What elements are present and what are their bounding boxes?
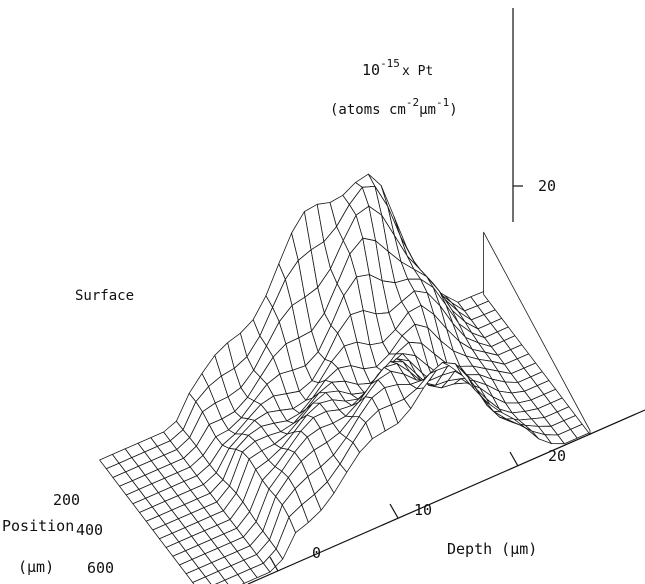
depth-tick-label-20: 20 (548, 447, 566, 465)
surface-end-wall (483, 231, 591, 435)
depth-tick-label-0: 0 (312, 544, 321, 562)
surface-mesh (99, 173, 591, 584)
depth-axis-line (247, 409, 645, 584)
depth-axis-tick-10 (389, 503, 399, 519)
z-tick-label-20: 20 (538, 177, 556, 195)
position-tick-label-600: 600 (87, 559, 114, 577)
z-axis-title-line2: (atoms cm-2μm-1) (330, 96, 458, 118)
position-tick-label-400: 400 (76, 521, 103, 539)
depth-tick-label-10: 10 (414, 501, 432, 519)
depth-axis-tick-0 (269, 556, 279, 572)
z-axis-title-line1: 10-15x Pt (362, 57, 433, 79)
position-tick-label-200: 200 (53, 491, 80, 509)
depth-axis-tick-20 (509, 451, 519, 467)
position-axis-unit: (μm) (18, 558, 54, 576)
depth-axis-title: Depth (μm) (447, 540, 537, 558)
position-axis-title: Position (2, 517, 74, 535)
surface-annotation: Surface (75, 288, 134, 304)
